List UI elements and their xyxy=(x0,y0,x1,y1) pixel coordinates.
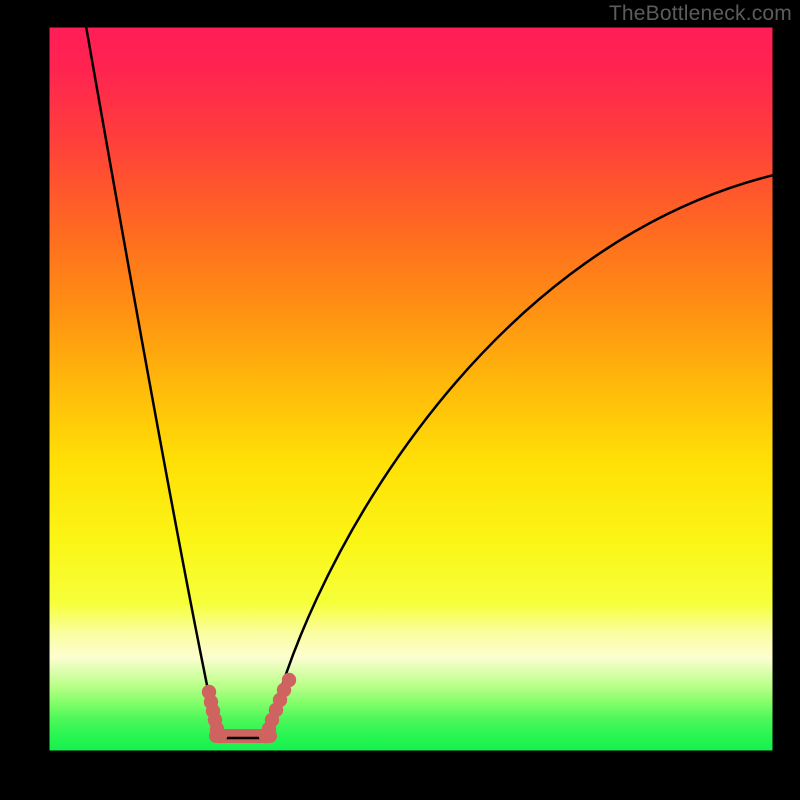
marker-dot xyxy=(213,729,227,743)
marker-dot xyxy=(282,673,296,687)
chart-svg xyxy=(0,0,800,800)
plot-background-gradient xyxy=(48,26,774,752)
chart-stage: TheBottleneck.com xyxy=(0,0,800,800)
